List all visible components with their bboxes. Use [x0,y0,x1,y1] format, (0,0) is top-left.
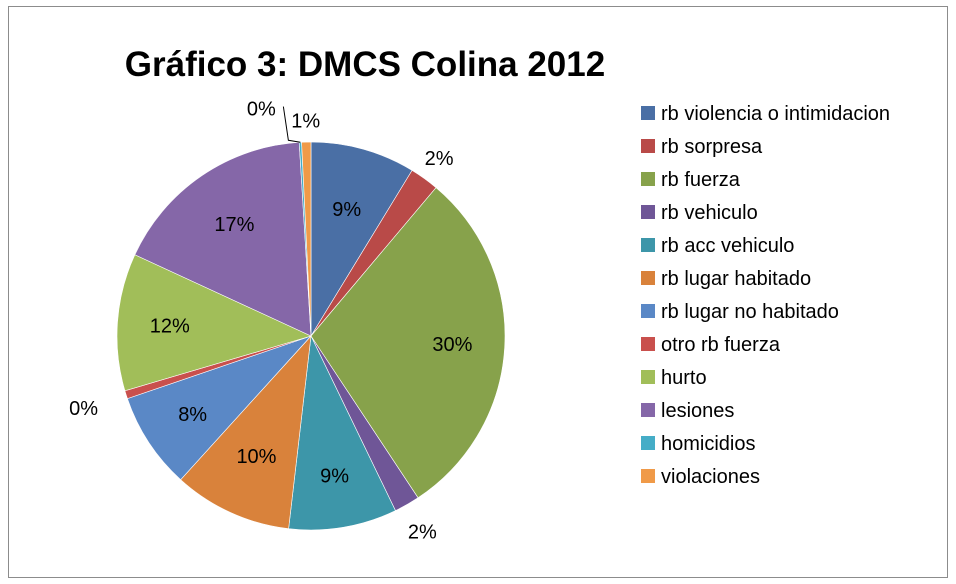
legend-swatch [641,271,655,285]
data-label: 0% [69,398,98,420]
legend-label: rb vehiculo [661,202,758,224]
data-label: 1% [291,111,320,133]
data-labels: 9% 2% 30% 2% 9% 10% 8% 0% 12% 17% 0% 1% [69,99,472,544]
data-label: 30% [432,334,472,356]
pie-slice-rb-lugar-habitado [180,335,312,530]
legend-swatch [641,403,655,417]
pie-chart: Gráfico 3: DMCS Colina 2012 9% 2% 30% 2% 9% 1… [69,45,890,544]
legend-item: rb lugar no habitado [641,301,839,323]
chart-frame: Gráfico 3: DMCS Colina 2012 9% 2% 30% 2% 9% 1… [8,6,948,578]
legend-item: rb fuerza [641,169,741,191]
legend-label: rb violencia o intimidacion [661,103,890,125]
legend-swatch [641,337,655,351]
legend-label: homicidios [661,433,755,455]
legend-item: rb sorpresa [641,136,763,158]
legend-item: otro rb fuerza [641,334,781,356]
legend-item: violaciones [641,466,760,488]
data-label: 2% [408,522,437,544]
legend-swatch [641,436,655,450]
legend-label: rb fuerza [661,169,741,191]
legend-label: violaciones [661,466,760,488]
legend-label: rb lugar habitado [661,268,811,290]
legend-label: rb acc vehiculo [661,235,794,257]
leader-lines [282,106,301,143]
legend-swatch [641,106,655,120]
legend-swatch [641,469,655,483]
legend-swatch [641,370,655,384]
data-label: 8% [178,404,207,426]
pie-slice-violaciones [301,141,312,337]
data-label: 2% [425,148,454,170]
data-label: 9% [320,466,349,488]
legend-swatch [641,139,655,153]
legend-label: lesiones [661,400,734,422]
chart-title: Gráfico 3: DMCS Colina 2012 [125,45,605,84]
legend-item: lesiones [641,400,734,422]
legend-item: rb vehiculo [641,202,758,224]
legend-swatch [641,304,655,318]
legend-label: rb sorpresa [661,136,763,158]
legend-item: homicidios [641,433,755,455]
pie-slice-rb-fuerza [310,187,506,499]
legend-swatch [641,205,655,219]
data-label: 9% [332,199,361,221]
legend-label: rb lugar no habitado [661,301,839,323]
data-label: 0% [247,99,276,121]
legend-item: rb violencia o intimidacion [641,103,890,125]
legend-item: rb lugar habitado [641,268,811,290]
pie-slice-rb-violencia-o-intimidacion [310,141,413,338]
legend-swatch [641,172,655,186]
data-label: 17% [214,214,254,236]
leader-line [282,106,301,143]
legend-label: otro rb fuerza [661,334,781,356]
pie-slice-rb-acc-vehiculo [288,334,396,531]
data-label: 10% [236,446,276,468]
pie-slices [116,141,506,531]
legend-item: hurto [641,367,707,389]
pie-slice-hurto [116,254,312,392]
pie-slice-rb-lugar-no-habitado [127,335,312,481]
legend-item: rb acc vehiculo [641,235,794,257]
data-label: 12% [150,316,190,338]
pie-slice-lesiones [134,142,312,337]
legend-label: hurto [661,367,707,389]
legend: rb violencia o intimidacion rb sorpresa rb… [641,103,890,488]
legend-swatch [641,238,655,252]
